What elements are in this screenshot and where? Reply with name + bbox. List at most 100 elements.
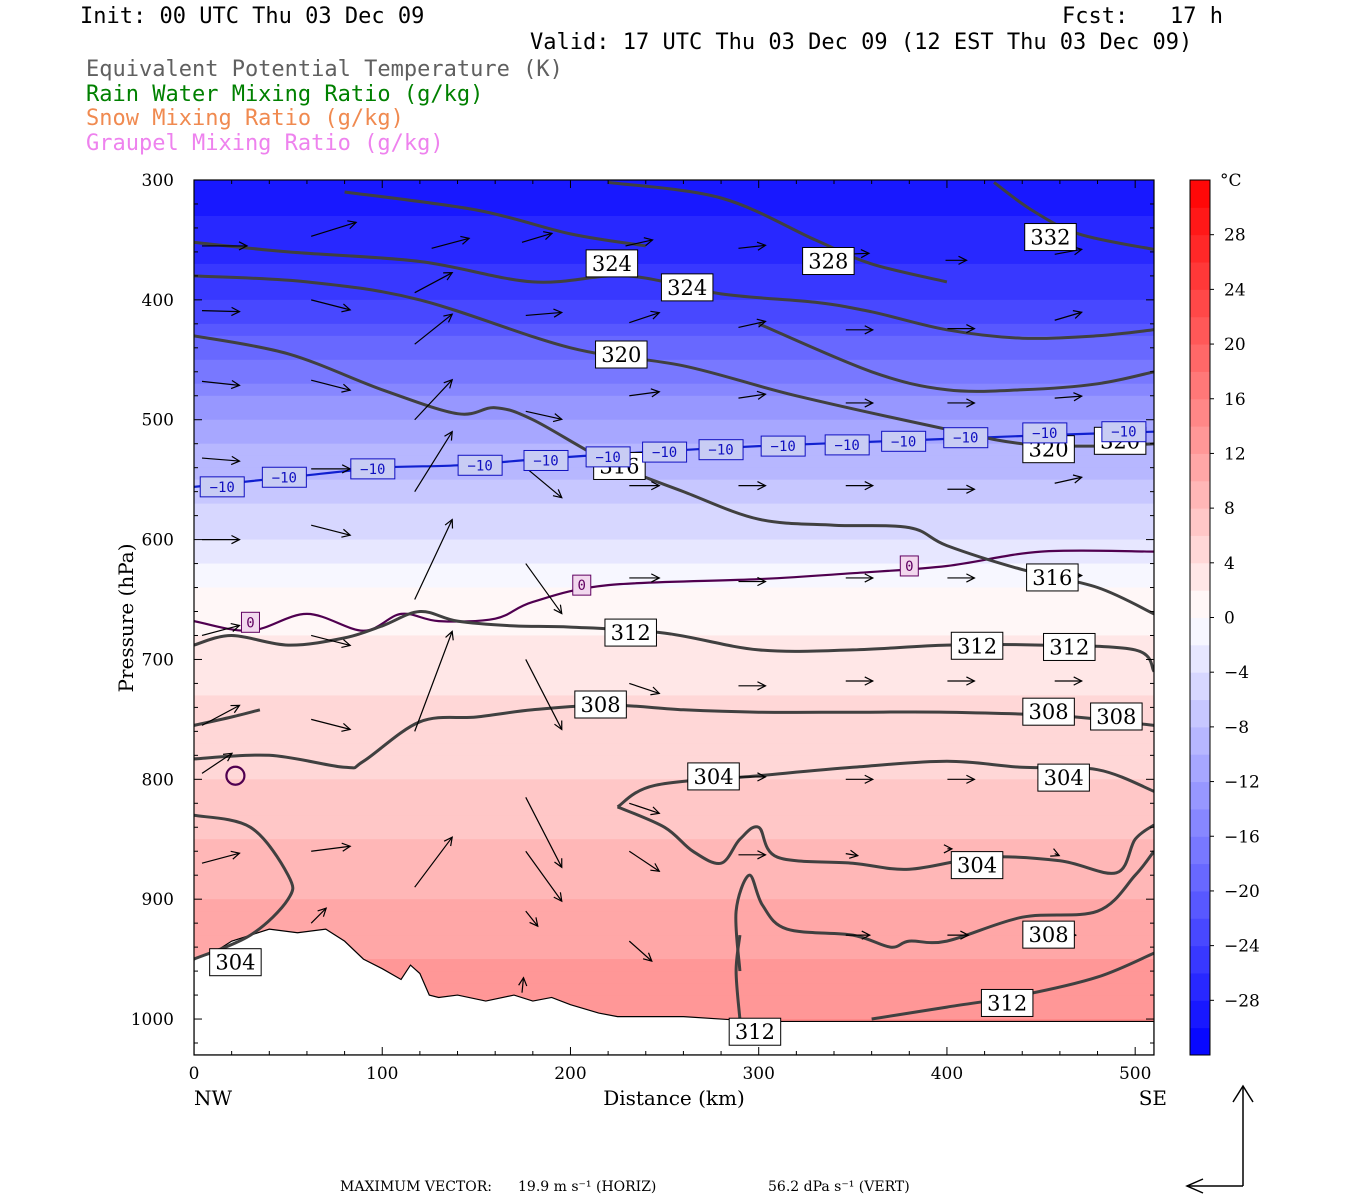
temperature-band [194, 335, 1154, 349]
isotherm-label: −10 [771, 439, 796, 455]
isotherm-label-box [760, 435, 806, 457]
temperature-band [194, 839, 1154, 852]
theta-e-label-box [1043, 632, 1096, 661]
x-end-left-label: NW [194, 1086, 233, 1110]
theta-e-label-box [1024, 223, 1077, 252]
theta-e-line [734, 934, 742, 1020]
wind-vector-head [230, 455, 241, 466]
temperature-band [194, 467, 1154, 481]
wind-vector [311, 634, 352, 649]
contour-labels: 3243243283323203203203163163123123123083… [199, 223, 1147, 1046]
wind-vector [1054, 392, 1084, 402]
wind-vector [414, 630, 454, 732]
temperature-band [194, 671, 1154, 685]
wind-vector-head [341, 303, 352, 313]
isotherm-label-box [572, 574, 592, 596]
temperature-band [194, 767, 1154, 780]
wind-vector-shaft [1054, 311, 1082, 321]
legend-rain: Rain Water Mixing Ratio (g/kg) [86, 82, 484, 107]
wind-vector-head [651, 481, 661, 491]
colorbar-swatch [1190, 289, 1210, 318]
wind-vector-head [444, 518, 454, 529]
theta-e-label: 320 [601, 343, 641, 367]
colorbar-swatch [1190, 180, 1210, 208]
wind-vector [738, 481, 767, 491]
wind-vector-head [966, 398, 976, 408]
x-axis-title: Distance (km) [603, 1086, 745, 1110]
colorbar-swatch [1190, 918, 1210, 947]
isotherm-label: −10 [467, 458, 492, 474]
wind-vector-head [231, 534, 241, 545]
wind-vector-head [650, 686, 661, 696]
temperature-band [194, 359, 1154, 373]
wind-vector [845, 398, 875, 408]
colorbar-swatch [1190, 590, 1210, 618]
colorbar-tick-label: 20 [1224, 335, 1246, 355]
isotherm-line [194, 549, 1154, 632]
colorbar-tick-label: −20 [1224, 882, 1260, 902]
theta-e-label-box [1026, 563, 1079, 592]
wind-vector [629, 802, 661, 816]
wind-vector [414, 430, 453, 492]
wind-vector [629, 481, 661, 491]
wind-vector-shaft [201, 380, 240, 386]
temperature-band [194, 503, 1154, 517]
x-tick-label: 500 [1119, 1064, 1151, 1084]
wind-vector-head [238, 241, 249, 251]
temperature-band [194, 395, 1154, 409]
wind-vector [525, 563, 563, 615]
wind-vector-shaft [414, 431, 453, 492]
temperature-band [194, 779, 1154, 792]
wind-vector [628, 850, 661, 872]
isotherm-label-box [698, 439, 744, 461]
temperature-band [194, 755, 1154, 768]
temperature-band [194, 383, 1154, 397]
wind-vector-head [445, 630, 454, 641]
theta-e-label-box [728, 1017, 782, 1046]
theta-e-label-box [687, 762, 740, 791]
temperature-band [194, 947, 1154, 960]
wind-vector-head [642, 952, 653, 963]
theta-e-label: 304 [957, 854, 997, 878]
colorbar-swatch [1190, 699, 1210, 728]
theta-e-label: 308 [1096, 705, 1136, 729]
wind-vector-shaft [525, 910, 539, 927]
theta-e-line [734, 850, 1154, 972]
wind-vector [943, 844, 954, 854]
wind-vector-shaft [738, 244, 766, 249]
wind-vector [310, 220, 358, 237]
wind-vector-head [864, 774, 875, 784]
wind-vector-shaft [1054, 476, 1082, 484]
wind-vector-head [554, 858, 563, 869]
wind-vector [311, 718, 352, 732]
wind-vector-shaft [414, 313, 453, 345]
wind-vector [414, 272, 454, 294]
wind-vector-head [460, 235, 471, 245]
wind-vector-head [529, 917, 539, 928]
wind-vector [521, 231, 554, 243]
wind-vector-shaft [1054, 395, 1082, 399]
wind-vector [525, 797, 563, 869]
wind-vector-shaft [431, 237, 470, 249]
wind-vector-head [864, 481, 875, 491]
isotherm-label-box [457, 454, 503, 476]
wind-vector-head [757, 850, 767, 860]
wind-vector-shaft [201, 752, 233, 774]
theta-e-line [194, 334, 1154, 616]
max-vector-horiz: 19.9 m s⁻¹ (HORIZ) [518, 1179, 656, 1195]
y-tick-label: 600 [142, 531, 174, 551]
wind-vector-shaft [310, 907, 327, 924]
theta-e-label: 324 [592, 252, 632, 276]
isotherm-label-box [1101, 421, 1147, 443]
colorbar-swatch [1190, 972, 1210, 1001]
wind-vector-shaft [311, 299, 351, 311]
colorbar-tick-label: −16 [1224, 827, 1260, 847]
isotherm-label: −10 [210, 480, 235, 496]
wind-vector [311, 842, 352, 852]
theta-e-label-box [950, 851, 1004, 880]
isotherm-label-box [199, 476, 245, 498]
theta-e-line [194, 240, 1154, 340]
temperature-band [194, 683, 1154, 697]
wind-vector-shaft [414, 519, 453, 600]
forecast-hour: 17 h [1170, 4, 1223, 29]
